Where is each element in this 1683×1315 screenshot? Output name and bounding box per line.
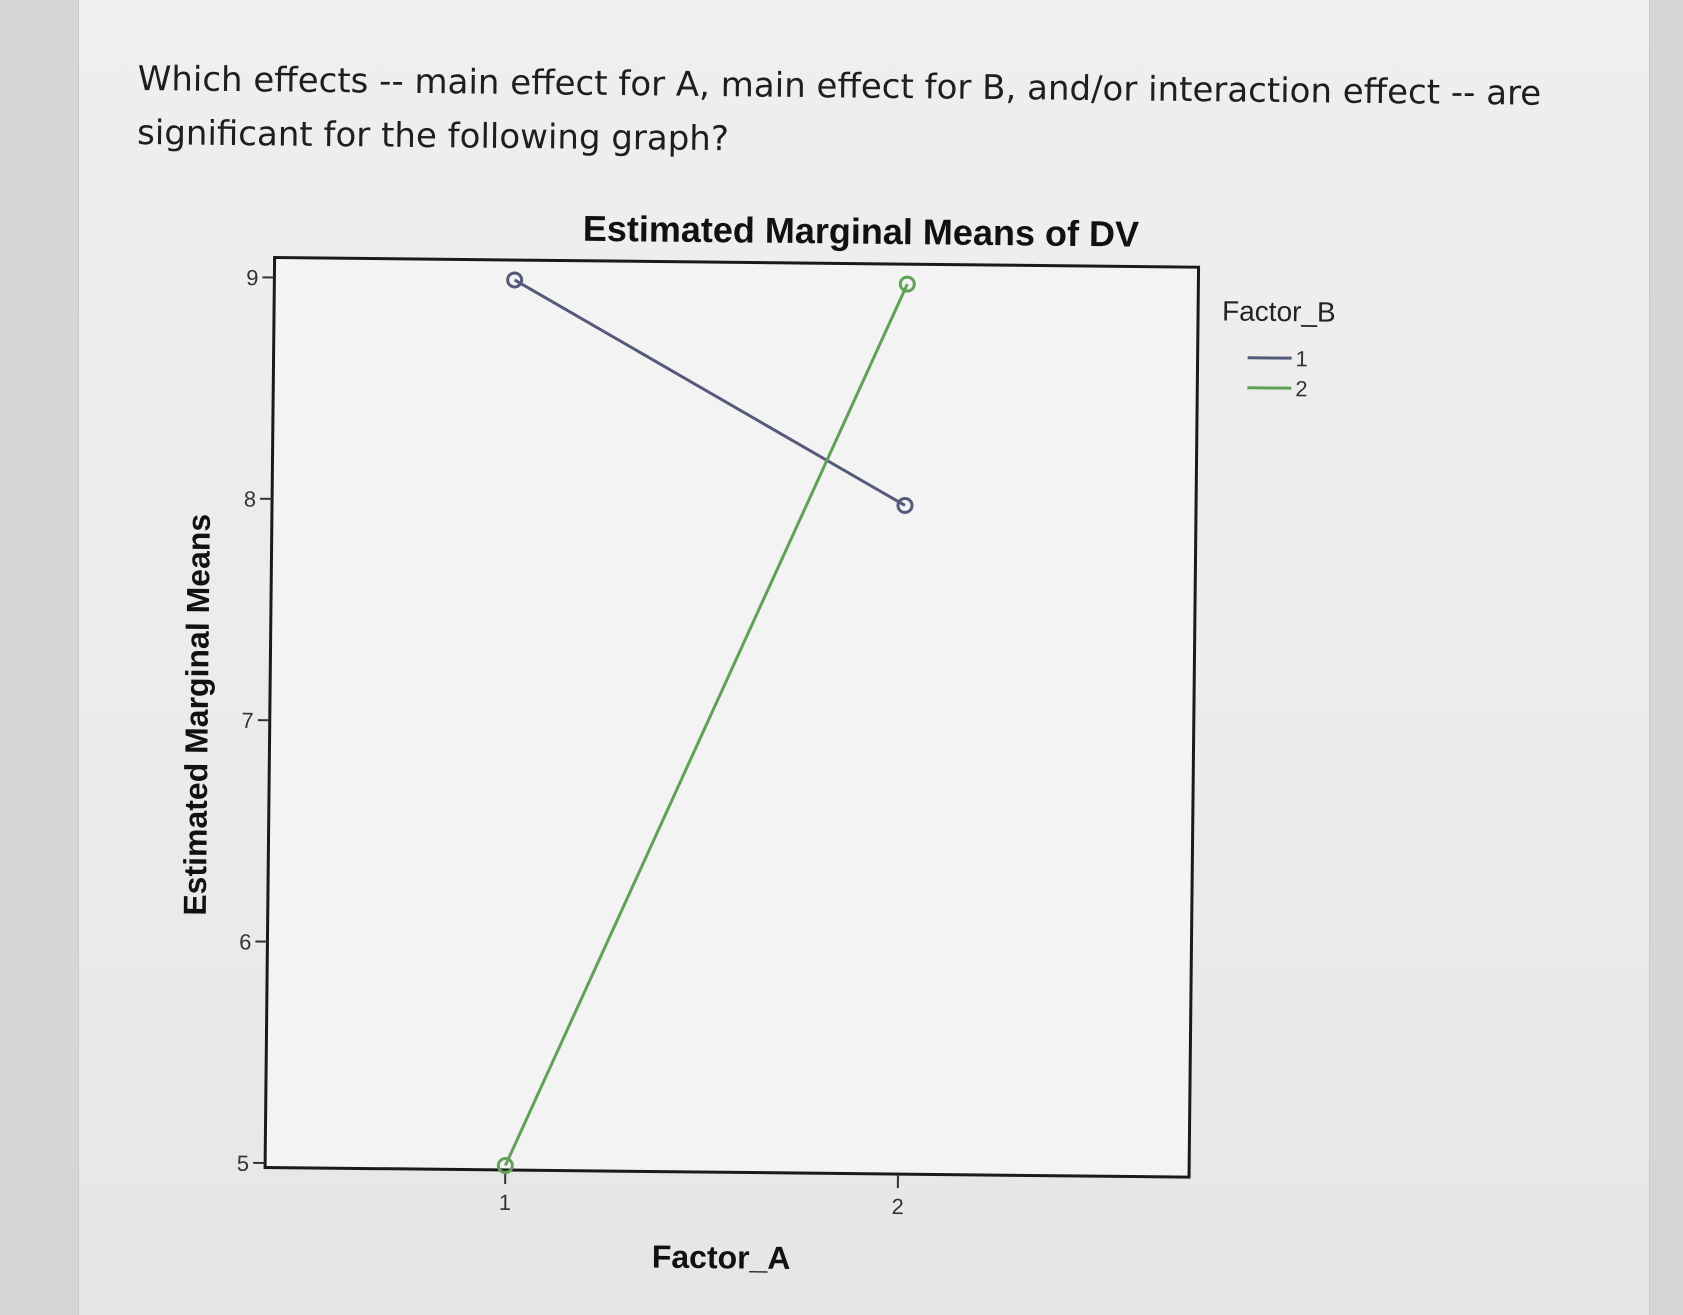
legend-title: Factor_B	[1222, 295, 1336, 327]
y-tick-label: 8	[244, 487, 257, 512]
chart-title: Estimated Marginal Means of DV	[583, 208, 1140, 255]
series-2-point	[898, 275, 916, 293]
y-axis-ticks: 5 6 7 8 9	[237, 265, 275, 1176]
series-lines	[503, 278, 909, 1167]
y-tick-label: 9	[246, 265, 259, 290]
y-axis-label: Estimated Marginal Means	[177, 514, 217, 916]
x-axis-label: Factor_A	[652, 1239, 791, 1276]
y-tick-label: 5	[237, 1151, 250, 1176]
series-1-line	[513, 278, 906, 507]
legend-label-2: 2	[1295, 376, 1308, 401]
series-points	[496, 271, 916, 1175]
series-1-point	[506, 271, 524, 289]
series-2-line	[503, 283, 909, 1167]
y-tick-label: 7	[241, 708, 254, 733]
legend-label-1: 1	[1295, 346, 1308, 371]
series-2-point	[496, 1157, 514, 1175]
plot-area	[263, 256, 1201, 1179]
series-1-point	[896, 496, 914, 514]
legend: 12	[1247, 346, 1308, 401]
x-tick-label: 1	[499, 1190, 512, 1215]
x-tick-label: 2	[891, 1194, 904, 1219]
y-tick-label: 6	[239, 929, 252, 954]
